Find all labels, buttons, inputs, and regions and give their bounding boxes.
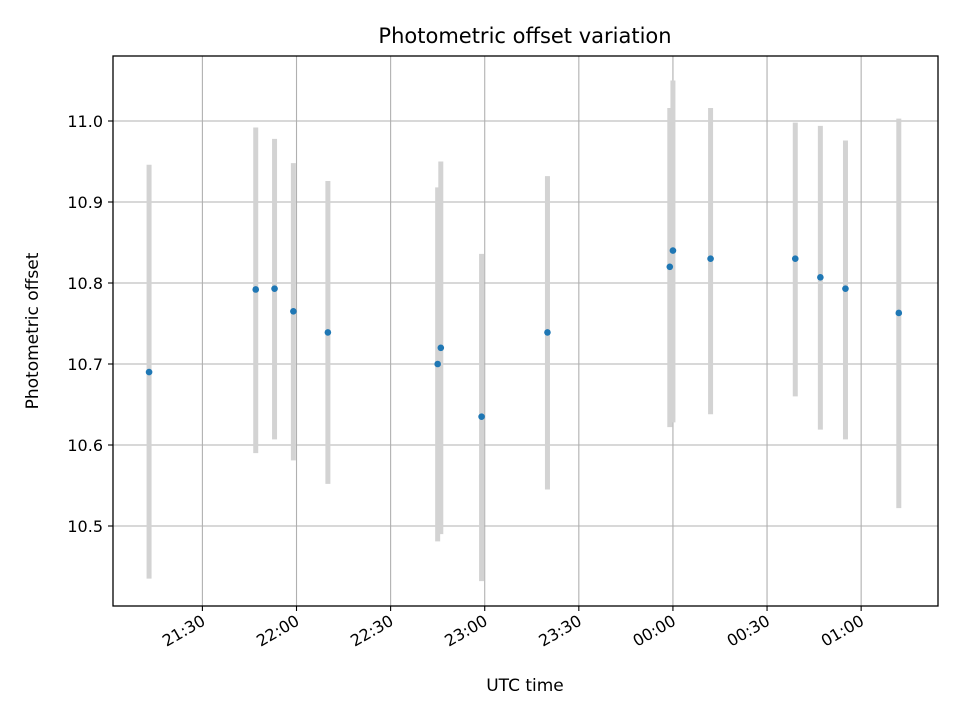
data-point [544,329,551,336]
y-tick-label: 10.5 [67,517,103,536]
y-tick-label: 10.8 [67,274,103,293]
y-tick-label: 10.7 [67,355,103,374]
data-points [145,247,903,420]
y-tick-label: 11.0 [67,112,103,131]
data-point [707,255,714,262]
data-point [290,308,297,315]
data-point [437,344,445,352]
y-tick-label: 10.6 [67,436,103,455]
plot-frame [112,55,939,607]
data-point [791,255,799,262]
y-axis: 10.5 10.6 10.7 10.8 10.9 11.0 [67,112,113,536]
data-point [669,247,677,254]
data-point [145,368,153,376]
grid [113,56,938,606]
data-point [895,309,903,317]
data-point [434,360,441,368]
data-point [252,286,260,293]
y-tick-label: 10.9 [67,193,103,212]
data-point [271,285,278,292]
data-point [817,274,824,281]
chart-title: Photometric offset variation [378,24,671,48]
x-axis-label: UTC time [486,676,564,696]
data-point [478,413,485,420]
y-axis-label: Photometric offset [23,252,43,409]
data-point [842,285,849,292]
data-point [666,263,674,271]
data-point [324,329,332,336]
